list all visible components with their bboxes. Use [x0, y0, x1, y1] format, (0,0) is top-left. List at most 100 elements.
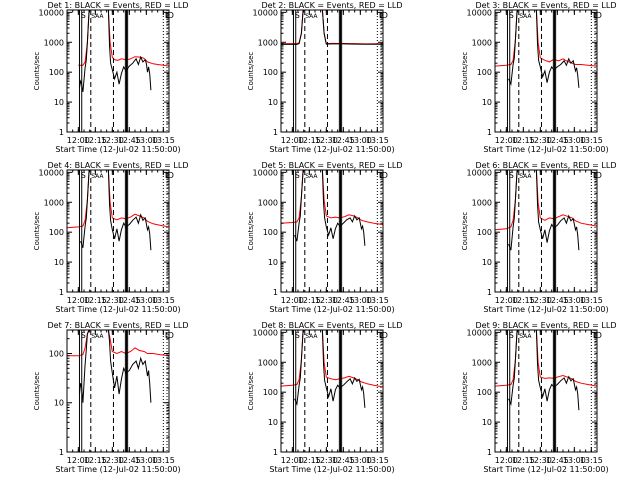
x-tick-label: 12:00 [281, 136, 304, 145]
x-tick-label: 13:00 [135, 296, 158, 305]
series-events-line [294, 329, 366, 408]
marker-annotation: SAA [91, 173, 104, 180]
marker-annotation: E [165, 171, 170, 180]
x-axis-label: Start Time (12-Jul-02 11:50:00) [55, 305, 180, 314]
x-tick-label: 12:30 [529, 136, 552, 145]
y-tick-label: 10000 [39, 168, 64, 177]
panel-title: Det 8: BLACK = Events, RED = LLD [262, 321, 403, 330]
y-tick-label: 1 [273, 288, 278, 297]
x-tick-label: 12:45 [118, 296, 141, 305]
marker-annotation: S [509, 171, 514, 180]
marker-annotation: S [81, 11, 86, 20]
x-tick-label: 13:15 [580, 456, 603, 465]
x-tick-label: 13:15 [152, 136, 175, 145]
marker-annotation: D [382, 171, 388, 180]
marker-annotation: S [509, 331, 514, 340]
marker-annotation: E [165, 331, 170, 340]
x-tick-label: 13:00 [135, 456, 158, 465]
x-axis-label: Start Time (12-Jul-02 11:50:00) [483, 465, 608, 474]
marker-annotation: D [596, 331, 602, 340]
x-tick-label: 12:15 [298, 136, 321, 145]
y-axis-label: Counts/sec [33, 52, 41, 91]
series-lld-line [67, 329, 170, 357]
y-tick-label: 10000 [253, 8, 278, 17]
panel-title: Det 3: BLACK = Events, RED = LLD [476, 1, 617, 10]
marker-annotation: E [379, 171, 384, 180]
x-tick-label: 13:15 [580, 136, 603, 145]
panel-title: Det 9: BLACK = Events, RED = LLD [476, 321, 617, 330]
y-tick-label: 1000 [258, 38, 278, 47]
marker-annotation: D [382, 331, 388, 340]
x-tick-label: 12:00 [67, 296, 90, 305]
marker-annotation: SAA [519, 333, 532, 340]
x-tick-label: 12:45 [546, 136, 569, 145]
marker-annotation: SAA [305, 173, 318, 180]
y-tick-label: 100 [49, 68, 64, 77]
panel-title: Det 6: BLACK = Events, RED = LLD [476, 161, 617, 170]
x-tick-label: 12:45 [546, 456, 569, 465]
detector-panel-6: 1 10 100 1000 10000 12:0012:1512:3012:4513:00… [461, 161, 616, 314]
y-tick-label: 10000 [467, 328, 492, 337]
x-tick-label: 12:30 [101, 136, 124, 145]
marker-annotation: D [168, 171, 174, 180]
marker-annotation: D [168, 11, 174, 20]
y-tick-label: 100 [49, 349, 64, 358]
marker-annotation: SAA [305, 333, 318, 340]
series-lld-line [494, 9, 598, 67]
x-tick-label: 12:30 [529, 296, 552, 305]
x-tick-label: 13:00 [349, 456, 372, 465]
y-tick-label: 10000 [253, 328, 278, 337]
x-tick-label: 12:15 [512, 296, 535, 305]
marker-annotation: E [593, 171, 598, 180]
series-events-line [294, 169, 366, 246]
x-tick-label: 13:15 [366, 136, 389, 145]
y-tick-label: 1 [59, 128, 64, 137]
y-axis-label: Counts/sec [247, 212, 255, 251]
marker-annotation: D [596, 171, 602, 180]
marker-annotation: E [593, 11, 598, 20]
x-axis-label: Start Time (12-Jul-02 11:50:00) [55, 465, 180, 474]
marker-annotation: SAA [519, 173, 532, 180]
marker-annotation: E [379, 331, 384, 340]
y-axis-label: Counts/sec [247, 372, 255, 411]
detector-panel-8: 1 10 100 1000 10000 12:0012:1512:3012:4513:00… [247, 321, 402, 474]
x-tick-label: 12:45 [332, 136, 355, 145]
y-axis-label: Counts/sec [461, 52, 469, 91]
marker-annotation: S [295, 11, 300, 20]
x-tick-label: 12:30 [315, 296, 338, 305]
series-lld-line [280, 329, 384, 388]
y-axis-label: Counts/sec [461, 212, 469, 251]
y-tick-label: 100 [477, 68, 492, 77]
series-events-line [79, 329, 152, 403]
x-tick-label: 12:00 [495, 136, 518, 145]
series-events-line [508, 329, 580, 411]
x-tick-label: 12:45 [118, 136, 141, 145]
marker-annotation: S [81, 171, 86, 180]
y-tick-label: 10 [482, 98, 492, 107]
detector-panel-1: 1 10 100 1000 10000 12:0012:1512:3012:4513:00… [33, 1, 188, 154]
x-tick-label: 12:00 [281, 456, 304, 465]
x-tick-label: 12:45 [332, 296, 355, 305]
y-tick-label: 1000 [472, 38, 492, 47]
series-events-line [281, 9, 383, 45]
y-tick-label: 10000 [39, 8, 64, 17]
panel-title: Det 1: BLACK = Events, RED = LLD [48, 1, 189, 10]
x-tick-label: 12:15 [298, 456, 321, 465]
x-tick-label: 12:15 [84, 296, 107, 305]
series-lld-line [66, 169, 170, 229]
x-tick-label: 13:00 [563, 456, 586, 465]
y-tick-label: 100 [477, 228, 492, 237]
x-tick-label: 13:00 [349, 136, 372, 145]
x-tick-label: 13:15 [580, 296, 603, 305]
panel-title: Det 7: BLACK = Events, RED = LLD [48, 321, 189, 330]
x-axis-label: Start Time (12-Jul-02 11:50:00) [483, 305, 608, 314]
x-tick-label: 12:00 [67, 136, 90, 145]
x-tick-label: 12:45 [546, 296, 569, 305]
series-events-line [508, 169, 580, 251]
y-tick-label: 10 [482, 258, 492, 267]
x-tick-label: 12:00 [495, 456, 518, 465]
x-tick-label: 13:00 [563, 296, 586, 305]
